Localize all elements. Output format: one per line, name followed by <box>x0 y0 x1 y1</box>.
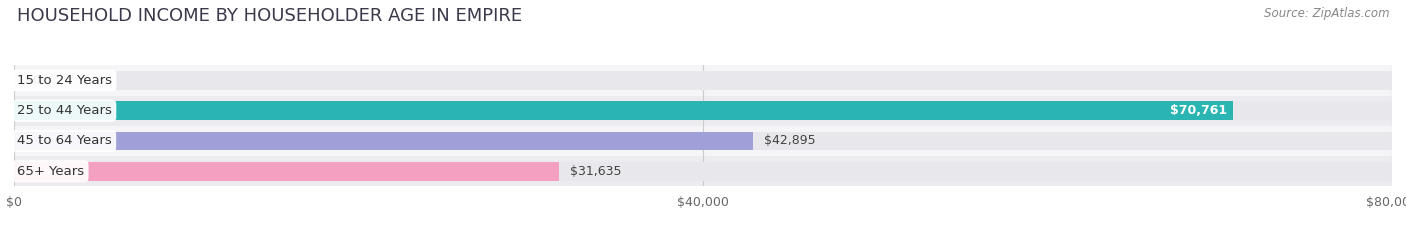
Bar <box>14 156 1392 186</box>
Text: 15 to 24 Years: 15 to 24 Years <box>17 74 112 87</box>
Bar <box>14 126 1392 156</box>
Text: 65+ Years: 65+ Years <box>17 165 84 178</box>
Bar <box>14 132 752 150</box>
Bar <box>14 71 1392 90</box>
Bar <box>14 132 1392 150</box>
Text: HOUSEHOLD INCOME BY HOUSEHOLDER AGE IN EMPIRE: HOUSEHOLD INCOME BY HOUSEHOLDER AGE IN E… <box>17 7 522 25</box>
Bar <box>14 96 1392 126</box>
Text: Source: ZipAtlas.com: Source: ZipAtlas.com <box>1264 7 1389 20</box>
Text: $42,895: $42,895 <box>763 134 815 147</box>
Bar <box>14 162 560 181</box>
Bar <box>14 101 1392 120</box>
Bar <box>14 162 1392 181</box>
Text: $0: $0 <box>25 74 41 87</box>
Bar <box>14 101 1233 120</box>
Text: 25 to 44 Years: 25 to 44 Years <box>17 104 111 117</box>
Text: 45 to 64 Years: 45 to 64 Years <box>17 134 111 147</box>
Text: $31,635: $31,635 <box>569 165 621 178</box>
Text: $70,761: $70,761 <box>1170 104 1227 117</box>
Bar <box>14 65 1392 96</box>
